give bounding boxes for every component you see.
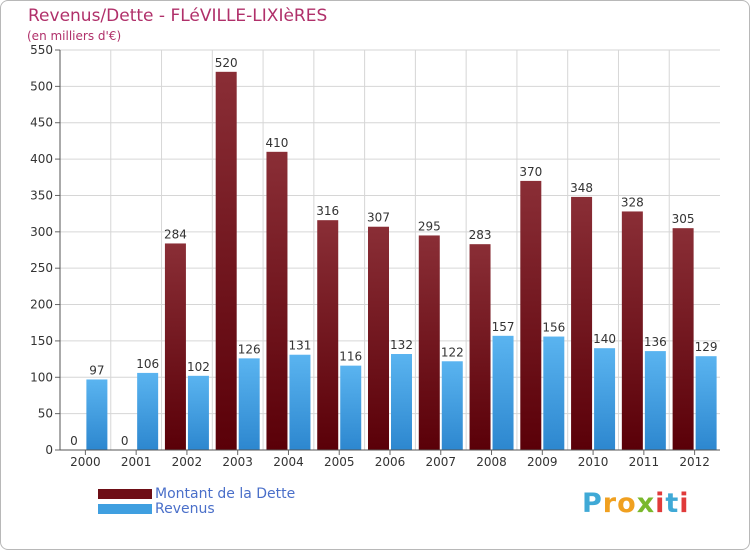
data-label: 328: [621, 195, 644, 209]
logo-letter: t: [665, 488, 680, 519]
debt-bar: [266, 151, 288, 450]
x-tick-label: 2009: [527, 455, 558, 469]
y-tick-label: 500: [30, 79, 53, 93]
data-label: 136: [644, 335, 667, 349]
y-tick-label: 50: [38, 407, 53, 421]
revenus-bar: [695, 356, 717, 450]
revenus-bar: [238, 358, 260, 450]
bars: [86, 71, 717, 451]
y-tick-label: 550: [30, 43, 53, 57]
y-tick-label: 300: [30, 225, 53, 239]
chart-subtitle: (en milliers d'€): [27, 29, 122, 43]
revenus-bar: [543, 336, 565, 450]
data-label: 0: [121, 434, 129, 448]
y-tick-label: 200: [30, 298, 53, 312]
chart-title: Revenus/Dette - FLéVILLE-LIXIèRES: [28, 6, 328, 26]
y-tick-label: 100: [30, 370, 53, 384]
debt-bar: [621, 211, 643, 450]
data-label: 156: [542, 321, 565, 335]
data-label: 316: [316, 204, 339, 218]
data-label: 284: [164, 227, 187, 241]
y-tick-label: 450: [30, 116, 53, 130]
data-label: 295: [418, 219, 441, 233]
data-label: 116: [339, 350, 362, 364]
value-labels: 0 97 0 106 284 102 520 126 410 131 316 116 307 132 295…: [70, 56, 718, 448]
data-label: 410: [266, 136, 289, 150]
x-tick-label: 2000: [70, 455, 101, 469]
data-label: 348: [570, 181, 593, 195]
x-tick-label: 2012: [679, 455, 710, 469]
data-label: 131: [289, 339, 312, 353]
logo-letter: i: [679, 488, 690, 519]
revenus-bar: [594, 348, 616, 450]
y-tick-label: 350: [30, 188, 53, 202]
logo-letter: o: [617, 488, 637, 519]
x-tick-label: 2003: [222, 455, 253, 469]
debt-bar: [571, 196, 593, 450]
data-label: 126: [238, 342, 261, 356]
data-label: 129: [695, 340, 718, 354]
data-label: 106: [136, 357, 159, 371]
data-label: 157: [492, 320, 515, 334]
x-tick-label: 2010: [578, 455, 609, 469]
data-label: 97: [89, 363, 104, 377]
data-label: 520: [215, 56, 238, 70]
y-tick-label: 150: [30, 334, 53, 348]
debt-bar: [418, 235, 440, 450]
data-label: 307: [367, 211, 390, 225]
x-tick-label: 2008: [476, 455, 507, 469]
revenus-bar: [289, 354, 311, 450]
logo-letter: i: [655, 488, 666, 519]
y-tick-label: 0: [45, 443, 53, 457]
legend-swatch-revenus: [98, 504, 152, 514]
debt-bar: [317, 220, 339, 450]
x-tick-label: 2006: [375, 455, 406, 469]
debt-bar: [469, 244, 491, 450]
debt-bar: [164, 243, 186, 450]
legend-label-debt: Montant de la Dette: [155, 486, 296, 502]
proxiti-logo: Proxiti: [582, 488, 690, 519]
revenus-bar: [86, 379, 108, 450]
data-label: 102: [187, 360, 210, 374]
legend-label-revenus: Revenus: [155, 501, 215, 517]
x-tick-label: 2011: [629, 455, 660, 469]
data-label: 140: [593, 332, 616, 346]
x-tick-label: 2005: [324, 455, 355, 469]
legend-swatch-debt: [98, 489, 152, 499]
data-label: 122: [441, 345, 464, 359]
logo-letter: r: [602, 488, 618, 519]
data-label: 283: [469, 228, 492, 242]
debt-bar: [215, 71, 237, 451]
debt-bar: [520, 180, 542, 450]
revenus-bar: [137, 372, 159, 450]
x-tick-label: 2007: [425, 455, 456, 469]
revenus-bar: [644, 351, 666, 450]
y-tick-label: 400: [30, 152, 53, 166]
grid: [60, 49, 720, 450]
data-label: 0: [70, 434, 78, 448]
debt-bar: [672, 228, 694, 450]
data-label: 370: [519, 165, 542, 179]
x-tick-label: 2004: [273, 455, 304, 469]
revenus-bar: [492, 335, 514, 450]
y-tick-label: 250: [30, 261, 53, 275]
revenus-bar: [391, 354, 412, 450]
revenus-bar: [441, 361, 463, 450]
revenus-bar: [340, 365, 362, 450]
debt-bar: [368, 226, 389, 450]
logo-letter: P: [582, 488, 603, 519]
x-tick-label: 2002: [172, 455, 203, 469]
data-label: 305: [672, 212, 695, 226]
data-label: 132: [390, 338, 413, 352]
revenus-bar: [187, 375, 209, 450]
logo-letter: x: [636, 488, 656, 519]
axes: 0 50 100 150 200 250 300 350 400 450 500 550 2000 200…: [30, 43, 720, 469]
x-tick-label: 2001: [121, 455, 152, 469]
